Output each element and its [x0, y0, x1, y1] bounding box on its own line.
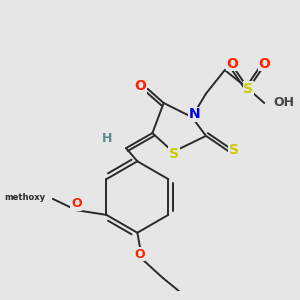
Text: S: S: [169, 147, 179, 161]
Text: N: N: [189, 107, 200, 121]
Text: S: S: [243, 82, 253, 96]
Text: S: S: [229, 143, 239, 157]
Text: O: O: [71, 197, 82, 210]
Text: O: O: [226, 56, 238, 70]
Text: OH: OH: [274, 97, 295, 110]
Text: O: O: [258, 56, 270, 70]
Text: O: O: [134, 79, 146, 93]
Text: methoxy: methoxy: [4, 193, 45, 202]
Text: H: H: [102, 132, 112, 145]
Text: O: O: [134, 248, 145, 261]
